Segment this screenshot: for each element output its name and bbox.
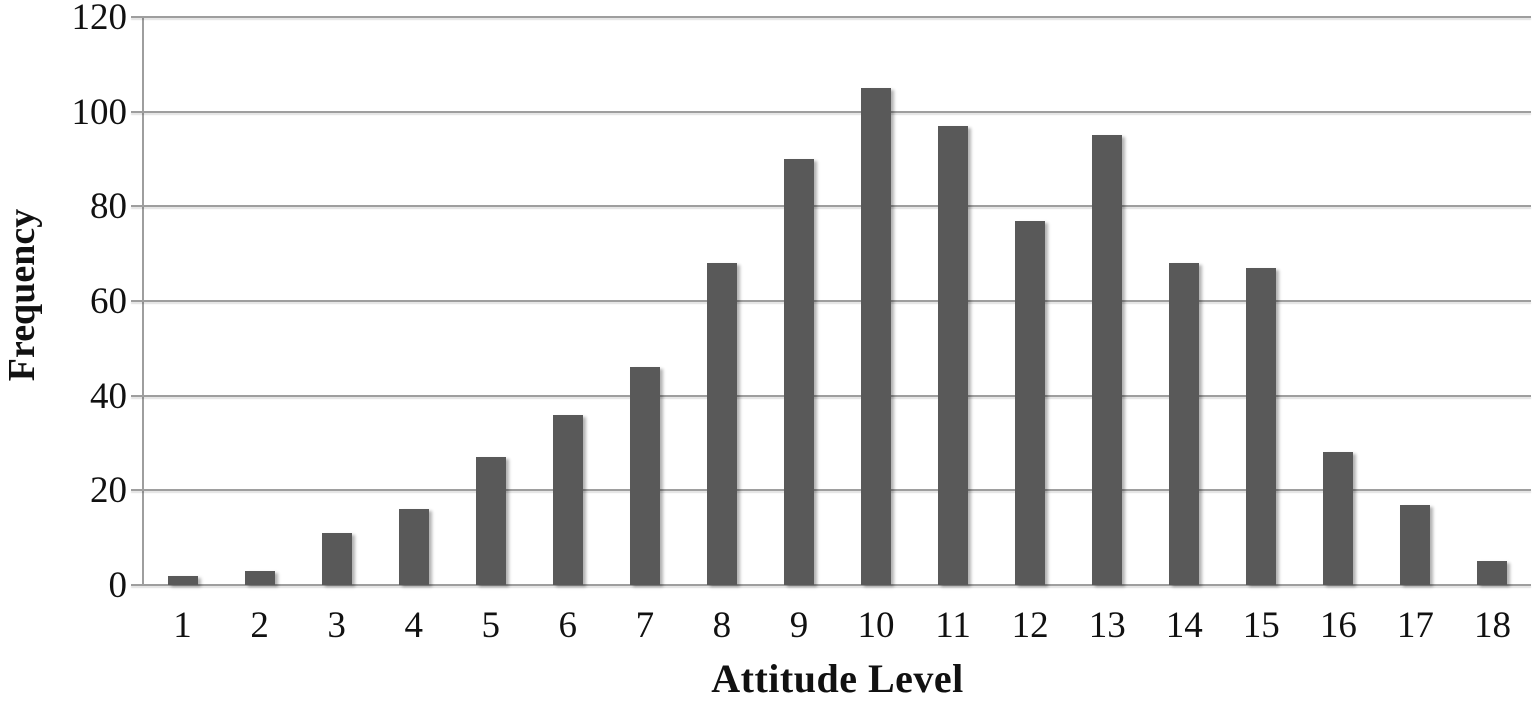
gridline-20 bbox=[131, 489, 1531, 492]
x-tick-label-13: 13 bbox=[1088, 605, 1126, 646]
bar-category-8 bbox=[706, 263, 737, 585]
gridline-120 bbox=[131, 16, 1531, 18]
x-tick-label-8: 8 bbox=[712, 605, 732, 646]
x-tick-label-1: 1 bbox=[173, 605, 192, 646]
bar-category-16 bbox=[1323, 452, 1354, 585]
x-tick-label-12: 12 bbox=[1011, 605, 1049, 646]
bar-category-17 bbox=[1400, 504, 1431, 585]
x-axis-title: Attitude Level bbox=[711, 656, 964, 701]
bar-category-13 bbox=[1092, 135, 1123, 585]
x-tick-label-14: 14 bbox=[1165, 605, 1203, 646]
y-tick-label-60: 60 bbox=[90, 281, 127, 322]
y-tick-label-100: 100 bbox=[71, 91, 128, 133]
x-tick-label-11: 11 bbox=[935, 605, 971, 646]
x-tick-label-15: 15 bbox=[1242, 605, 1280, 646]
gridline-80 bbox=[131, 205, 1531, 208]
y-tick-label-0: 0 bbox=[108, 565, 128, 606]
x-tick-label-9: 9 bbox=[789, 605, 809, 646]
plot-area bbox=[131, 16, 1531, 586]
x-tick-label-5: 5 bbox=[481, 605, 501, 646]
bar-category-18 bbox=[1477, 561, 1508, 585]
bar-category-3 bbox=[321, 532, 352, 585]
gridline-0 bbox=[131, 584, 1531, 586]
x-tick-label-4: 4 bbox=[404, 605, 423, 646]
x-tick-label-10: 10 bbox=[857, 605, 895, 646]
x-tick-label-7: 7 bbox=[635, 605, 655, 646]
bar-category-5 bbox=[475, 457, 506, 585]
x-tick-label-17: 17 bbox=[1396, 605, 1434, 646]
bar-category-10 bbox=[861, 88, 892, 585]
x-tick-label-6: 6 bbox=[558, 605, 578, 646]
bar-category-4 bbox=[398, 509, 429, 585]
bar-category-12 bbox=[1015, 220, 1046, 585]
gridline-60 bbox=[131, 300, 1531, 302]
bar-category-6 bbox=[552, 414, 583, 585]
bar-category-1 bbox=[167, 575, 198, 585]
x-tick-label-16: 16 bbox=[1319, 605, 1357, 646]
bar-category-11 bbox=[938, 125, 969, 585]
x-tick-label-18: 18 bbox=[1473, 605, 1511, 646]
bar-category-2 bbox=[244, 570, 275, 585]
y-tick-label-40: 40 bbox=[90, 375, 127, 417]
bar-category-9 bbox=[783, 159, 814, 585]
y-tick-label-80: 80 bbox=[90, 186, 127, 228]
gridline-40 bbox=[131, 394, 1531, 397]
gridline-100 bbox=[131, 110, 1531, 113]
y-tick-label-120: 120 bbox=[71, 0, 128, 38]
x-tick-label-3: 3 bbox=[327, 605, 346, 646]
bar-category-7 bbox=[629, 367, 660, 585]
bar-category-14 bbox=[1169, 263, 1200, 585]
x-tick-label-2: 2 bbox=[250, 605, 269, 646]
y-tick-label-20: 20 bbox=[90, 470, 127, 512]
bar-category-15 bbox=[1246, 267, 1277, 585]
